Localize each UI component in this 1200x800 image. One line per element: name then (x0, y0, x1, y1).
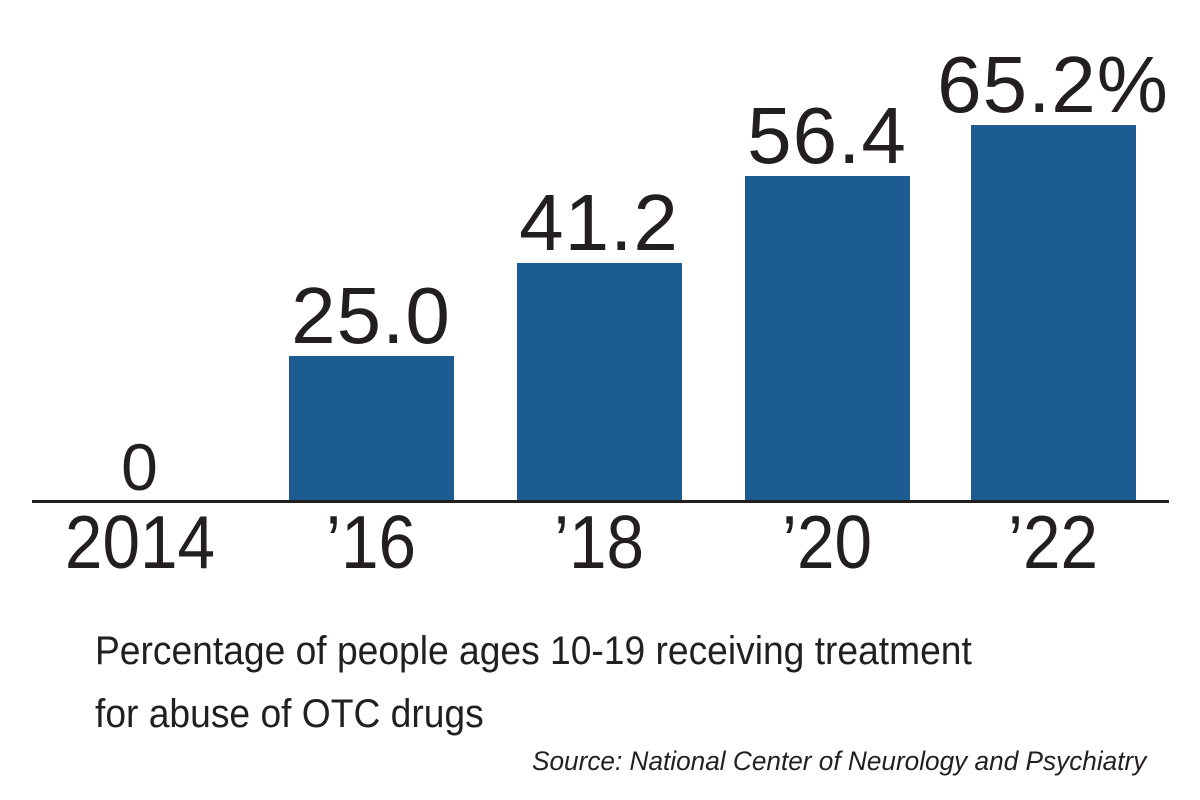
chart-caption: Percentage of people ages 10-19 receivin… (95, 620, 972, 746)
bar-18 (516, 263, 682, 503)
value-label-16: 25.0 (291, 271, 451, 361)
x-axis-line (32, 500, 1169, 503)
caption-line-1: Percentage of people ages 10-19 receivin… (95, 629, 972, 673)
source-credit: Source: National Center of Neurology and… (531, 746, 1146, 776)
x-tick-label-22: ’22 (1007, 500, 1099, 584)
x-tick-label-16: ’16 (325, 500, 417, 584)
value-label-18: 41.2 (519, 178, 679, 268)
bar-22 (970, 125, 1136, 503)
value-label-2014: 0 (121, 430, 159, 504)
value-label-22: 65.2% (937, 40, 1169, 129)
x-tick-label-18: ’18 (553, 500, 645, 584)
x-tick-label-2014: 2014 (64, 500, 216, 584)
bar-16 (288, 356, 454, 503)
bar-20 (744, 175, 910, 503)
caption-line-2: for abuse of OTC drugs (95, 692, 484, 736)
value-label-20: 56.4 (747, 90, 907, 180)
x-tick-label-20: ’20 (781, 500, 873, 584)
